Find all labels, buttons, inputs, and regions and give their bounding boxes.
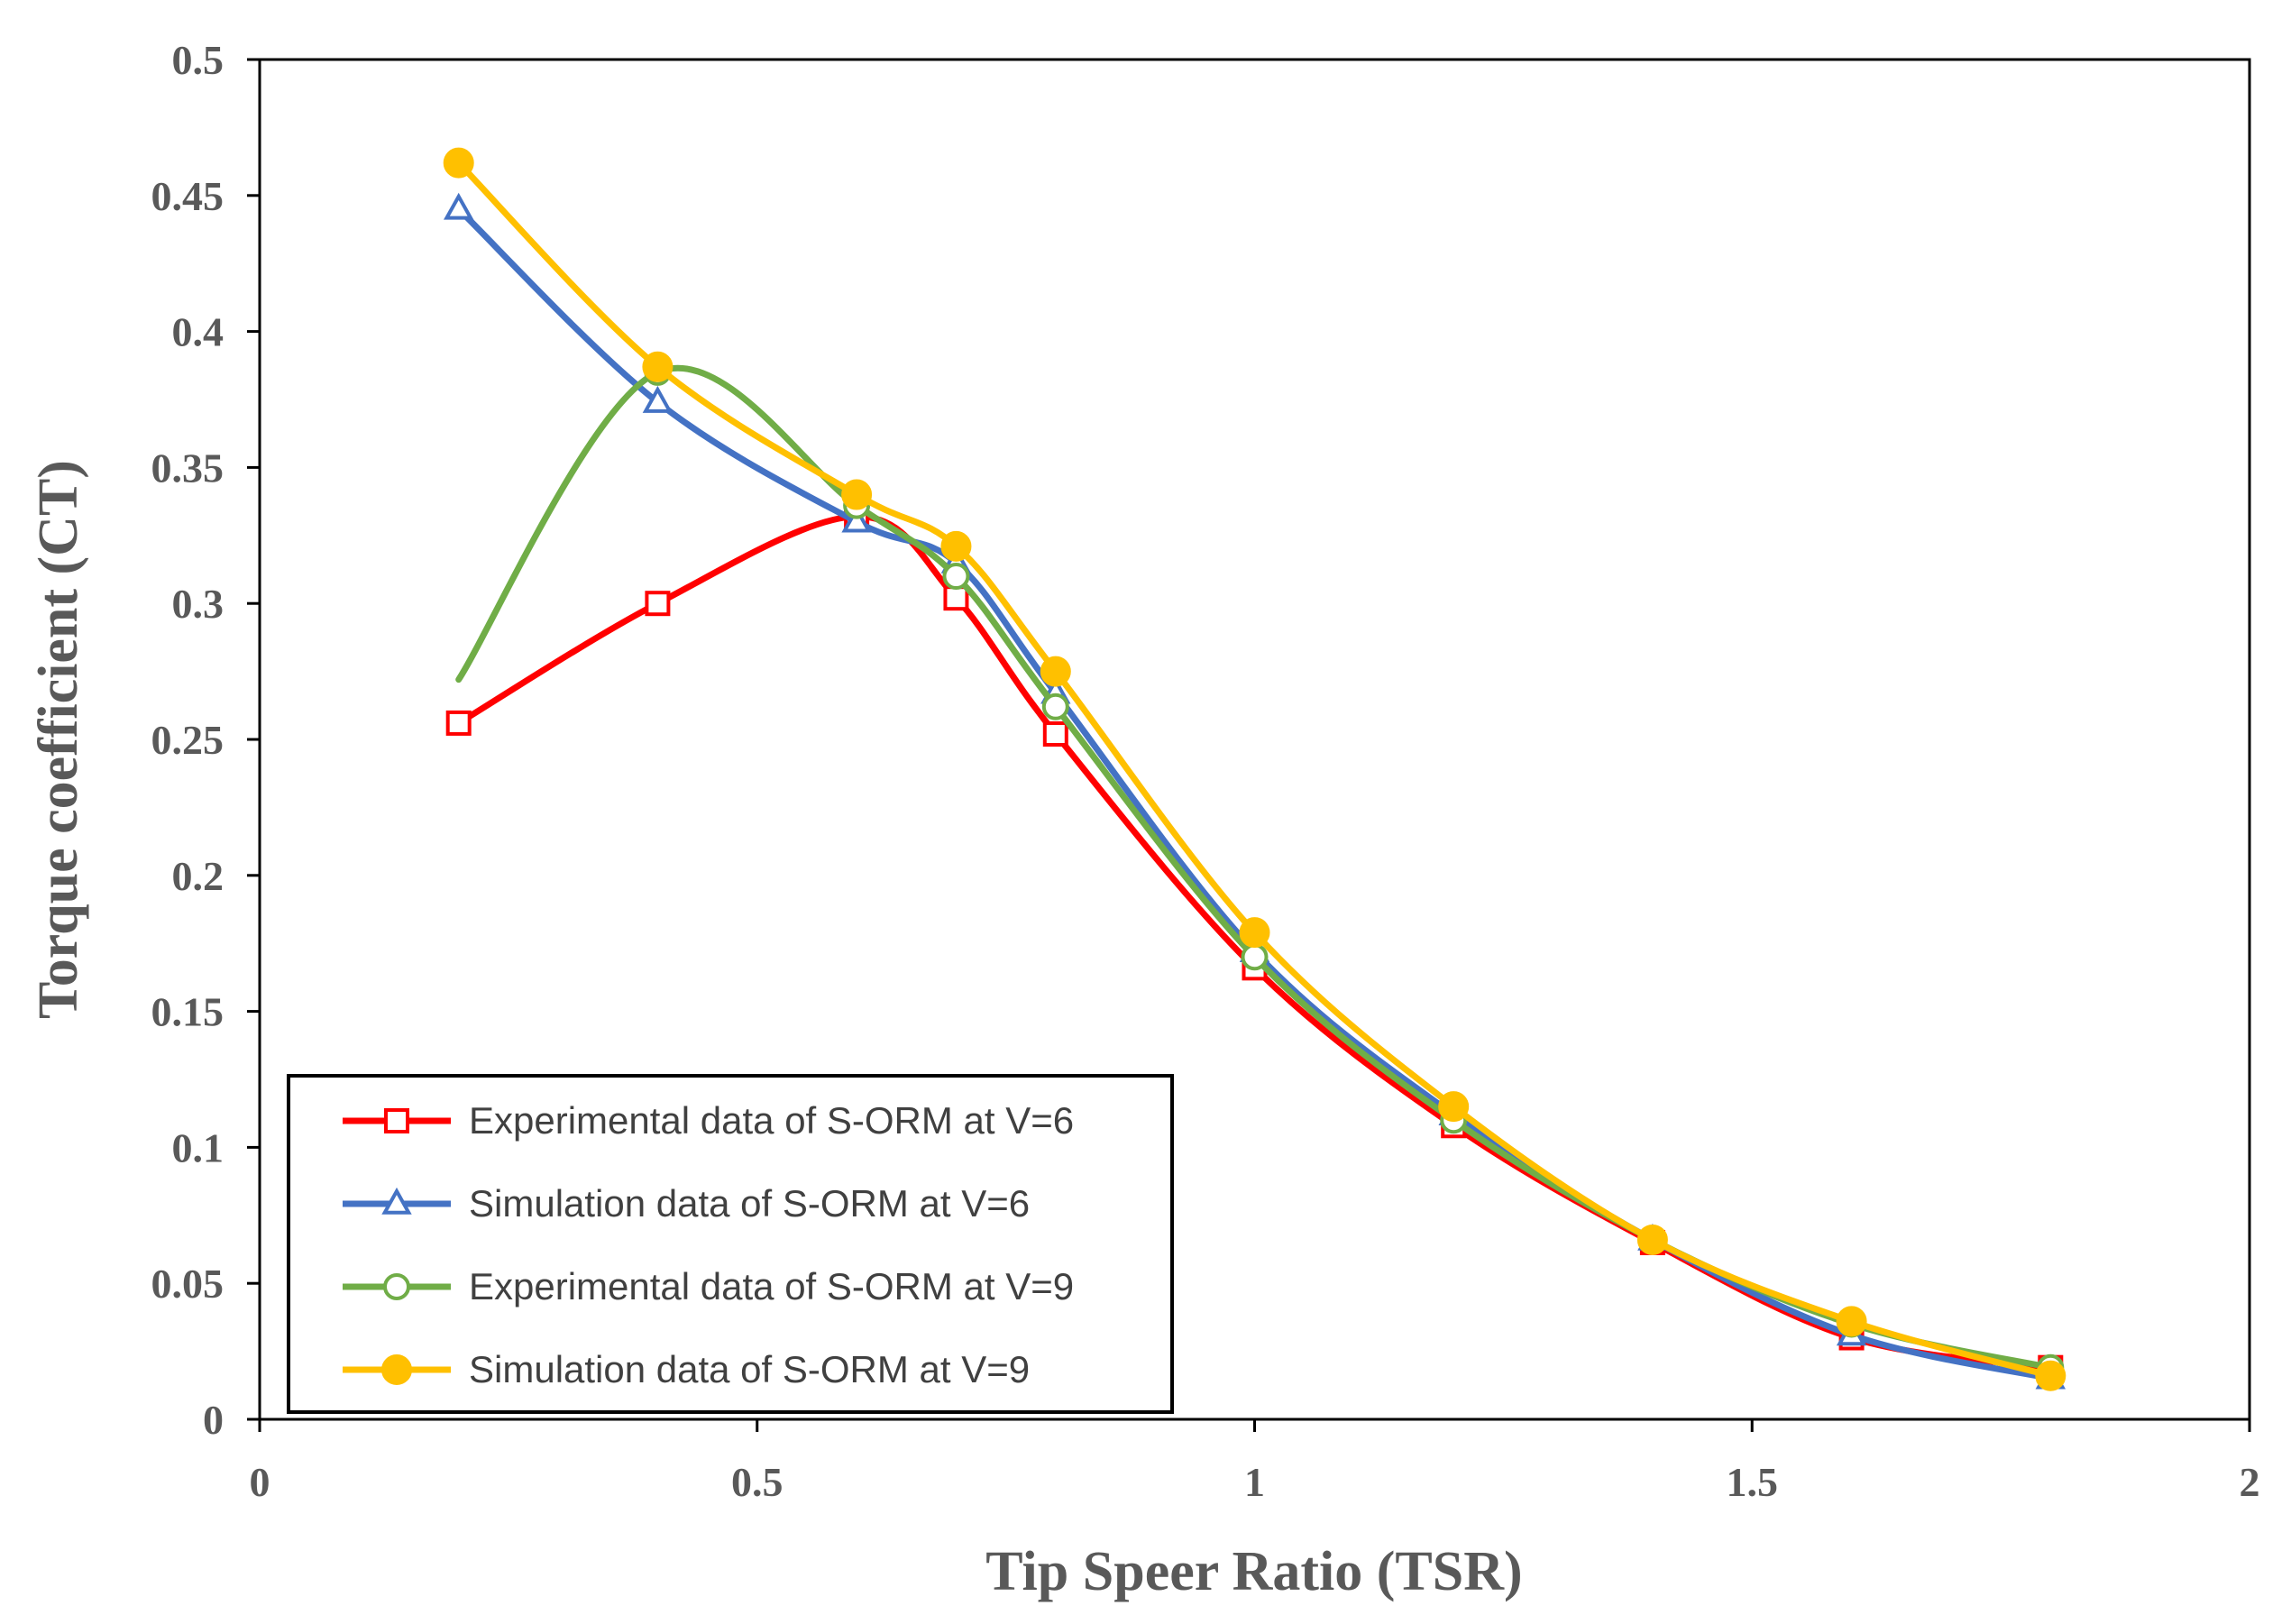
- data-point-marker: [645, 591, 671, 617]
- legend-label: Simulation data of S-ORM at V=9: [469, 1348, 1030, 1390]
- y-tick-label: 0.1: [172, 1124, 225, 1170]
- x-tick-label: 0: [250, 1459, 270, 1505]
- data-point-marker: [383, 1273, 410, 1300]
- data-point-marker: [940, 530, 972, 562]
- data-point-marker: [445, 710, 472, 736]
- y-tick-label: 0.4: [172, 309, 225, 355]
- data-point-marker: [1040, 656, 1071, 687]
- legend-item: Experimental data of S-ORM at V=6: [343, 1099, 1074, 1142]
- data-point-marker: [1836, 1306, 1867, 1337]
- data-point-marker: [443, 192, 474, 220]
- data-point-marker: [1636, 1224, 1668, 1255]
- data-point-marker: [443, 147, 474, 179]
- y-axis-title: Torque coefficient (CT): [28, 460, 89, 1019]
- y-tick-label: 0.45: [151, 173, 225, 219]
- y-tick-label: 0.05: [151, 1261, 225, 1307]
- data-point-marker: [942, 563, 970, 591]
- legend-item: Simulation data of S-ORM at V=6: [343, 1182, 1030, 1225]
- data-point-marker: [384, 1108, 409, 1133]
- data-point-marker: [2035, 1360, 2066, 1391]
- data-point-marker: [1042, 720, 1068, 747]
- data-point-marker: [381, 1187, 412, 1215]
- data-point-marker: [1438, 1091, 1470, 1123]
- y-tick-label: 0.25: [151, 717, 225, 763]
- y-tick-label: 0.15: [151, 989, 225, 1035]
- y-tick-label: 0.3: [172, 581, 225, 627]
- data-point-marker: [381, 1354, 412, 1385]
- data-point-marker: [841, 505, 872, 533]
- x-axis-title: Tip Speer Ratio (TSR): [985, 1541, 1522, 1602]
- y-tick-label: 0: [203, 1397, 224, 1443]
- legend-label: Experimental data of S-ORM at V=9: [469, 1265, 1074, 1307]
- data-point-marker: [1241, 943, 1269, 971]
- legend-box: [287, 1074, 1174, 1414]
- legend-label: Experimental data of S-ORM at V=6: [469, 1099, 1074, 1142]
- legend-item: Experimental data of S-ORM at V=9: [343, 1265, 1074, 1307]
- legend: Experimental data of S-ORM at V=6 Simulat…: [287, 1074, 1174, 1414]
- y-tick-label: 0.35: [151, 445, 225, 491]
- data-point-marker: [1041, 693, 1069, 720]
- x-tick-label: 1.5: [1727, 1459, 1779, 1505]
- data-point-marker: [642, 351, 674, 382]
- data-point-marker: [841, 479, 873, 510]
- series-group: [443, 147, 2066, 1391]
- x-tick-label: 1: [1244, 1459, 1265, 1505]
- x-tick-label: 0.5: [731, 1459, 784, 1505]
- legend-item: Simulation data of S-ORM at V=9: [343, 1348, 1030, 1390]
- y-tick-label: 0.2: [172, 853, 225, 899]
- axes: 0 0.05 0.1 0.15 0.2 0.25 0.3 0.35 0.4 0.45 0.5 0 0.5…: [151, 37, 2260, 1505]
- series-line: [455, 206, 2054, 1382]
- legend-label: Simulation data of S-ORM at V=6: [469, 1182, 1030, 1225]
- data-point-marker: [1239, 917, 1270, 949]
- x-tick-label: 2: [2240, 1459, 2260, 1505]
- data-point-marker: [642, 385, 674, 413]
- series-line: [455, 160, 2054, 1380]
- y-tick-label: 0.5: [172, 37, 225, 83]
- data-point-marker: [943, 585, 969, 611]
- series-layer: [443, 147, 2066, 1391]
